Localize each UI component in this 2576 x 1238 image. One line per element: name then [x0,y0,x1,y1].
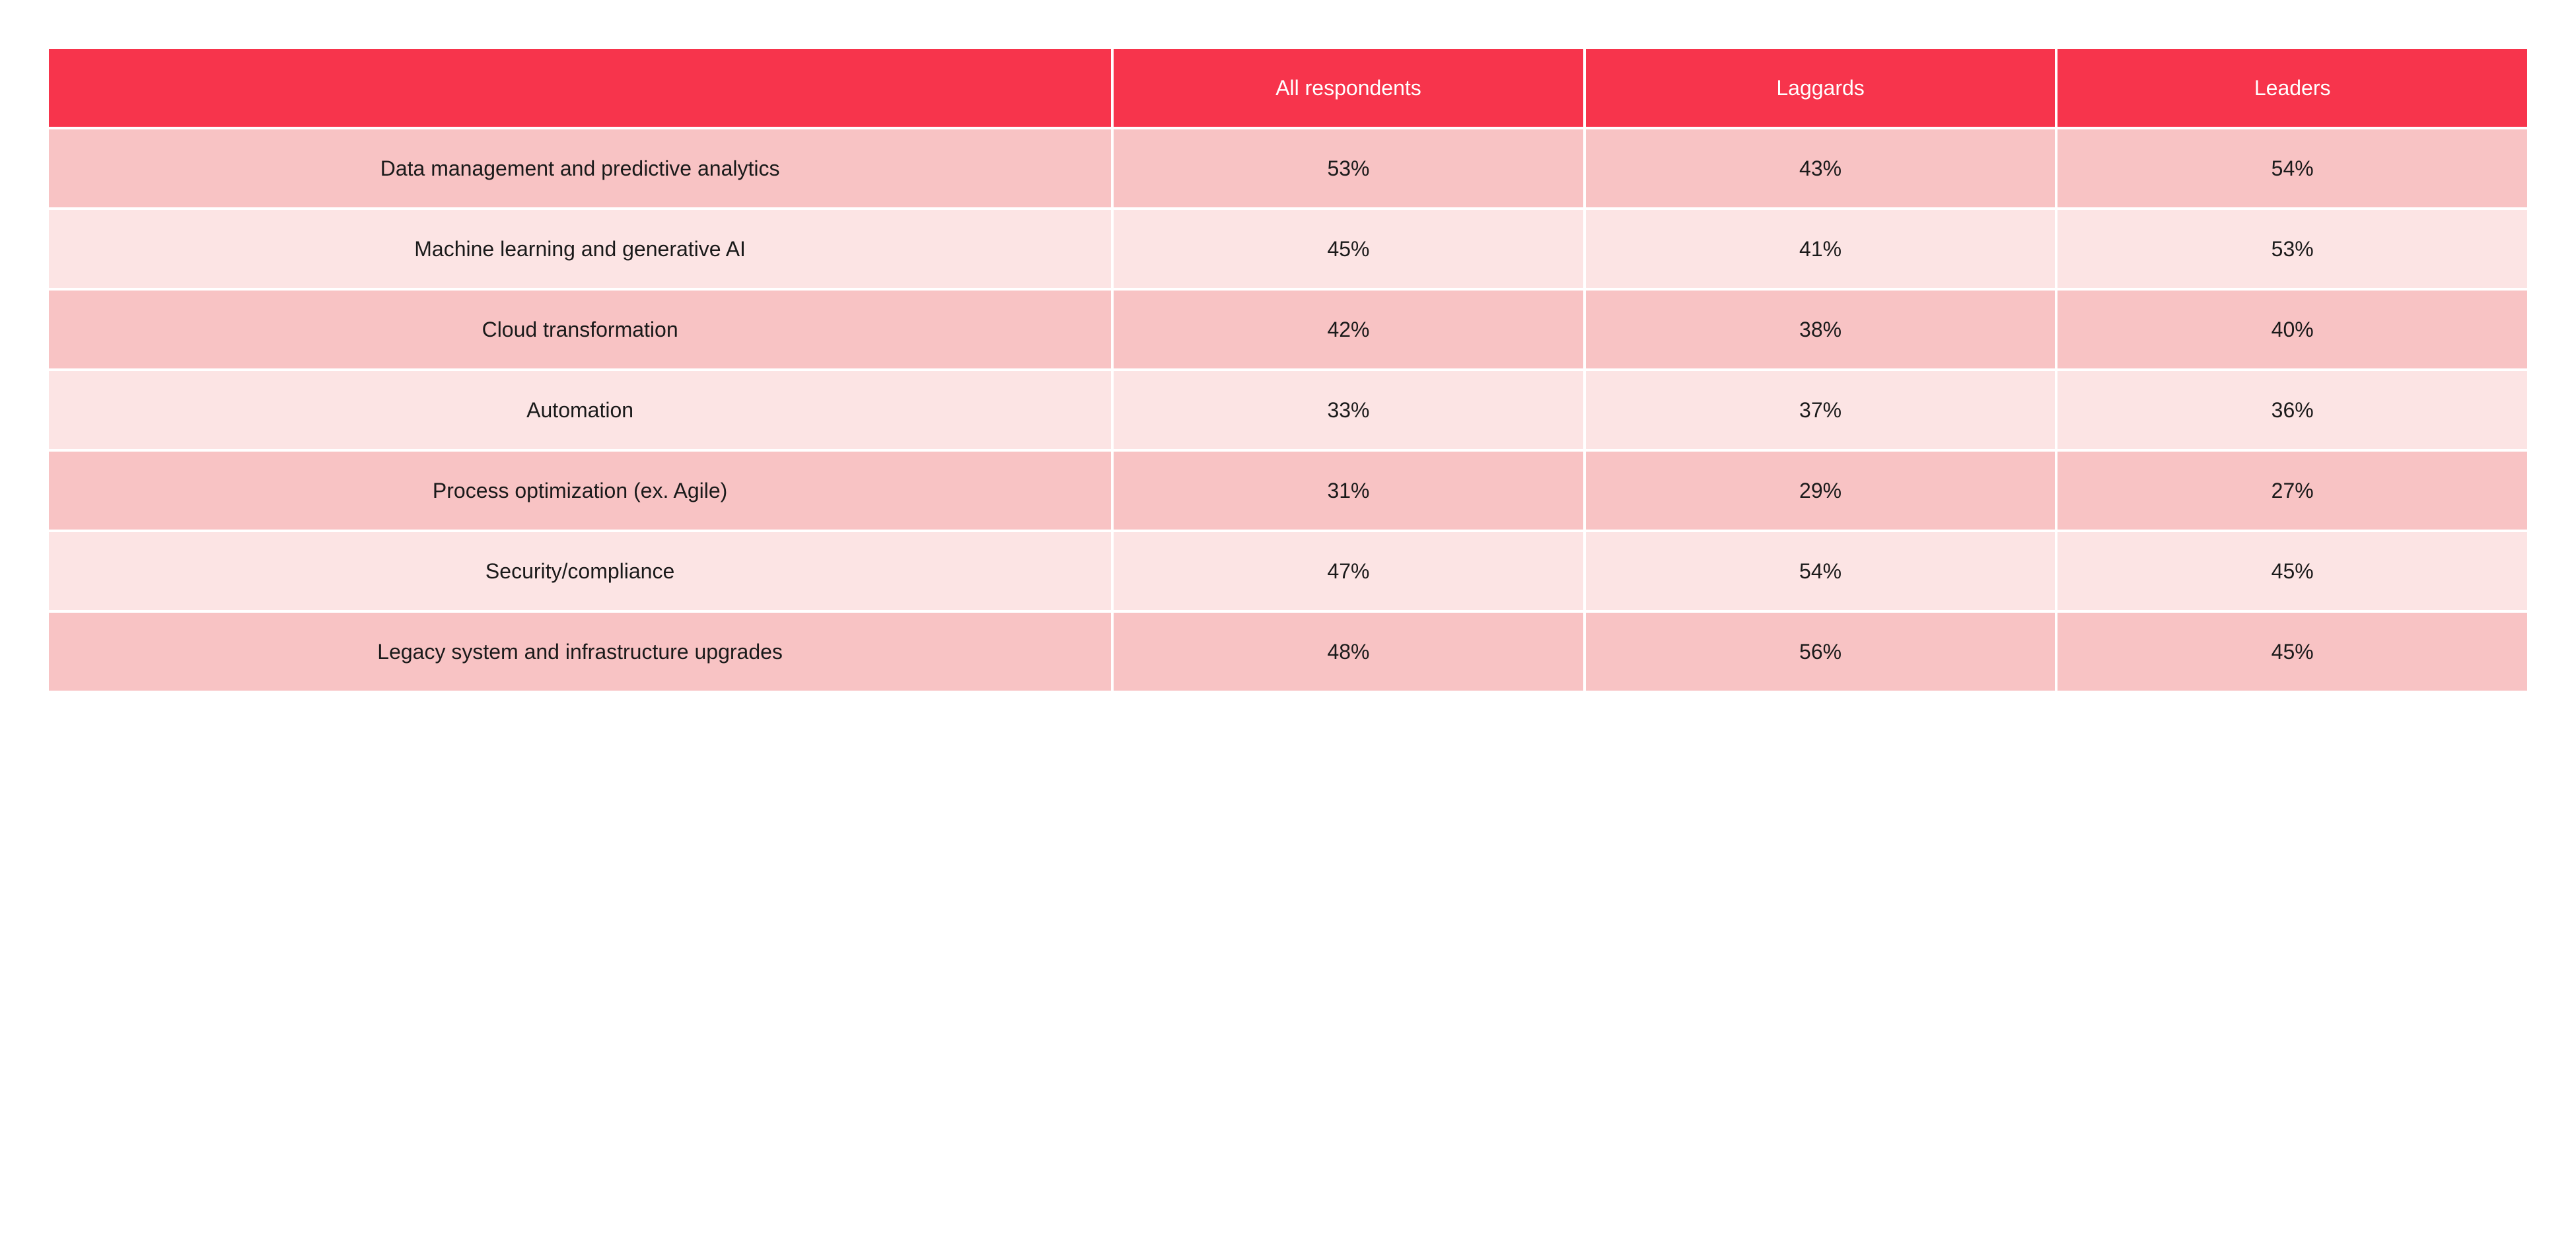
row-cell: 54% [2057,129,2527,207]
row-cell: 36% [2057,371,2527,449]
row-label: Process optimization (ex. Agile) [49,452,1111,530]
row-cell: 27% [2057,452,2527,530]
table-header-laggards: Laggards [1586,49,2056,127]
row-cell: 45% [2057,532,2527,610]
row-label: Legacy system and infrastructure upgrade… [49,613,1111,691]
row-cell: 47% [1114,532,1583,610]
table-row: Process optimization (ex. Agile) 31% 29%… [49,452,2527,530]
table-row: Automation 33% 37% 36% [49,371,2527,449]
table-row: Machine learning and generative AI 45% 4… [49,210,2527,288]
table-row: Legacy system and infrastructure upgrade… [49,613,2527,691]
row-cell: 45% [1114,210,1583,288]
row-label: Automation [49,371,1111,449]
row-cell: 37% [1586,371,2056,449]
table-container: All respondents Laggards Leaders Data ma… [46,46,2530,693]
row-cell: 54% [1586,532,2056,610]
row-cell: 33% [1114,371,1583,449]
row-label: Machine learning and generative AI [49,210,1111,288]
data-table: All respondents Laggards Leaders Data ma… [46,46,2530,693]
row-label: Data management and predictive analytics [49,129,1111,207]
row-cell: 40% [2057,291,2527,368]
table-row: Cloud transformation 42% 38% 40% [49,291,2527,368]
row-cell: 56% [1586,613,2056,691]
row-cell: 43% [1586,129,2056,207]
table-row: Data management and predictive analytics… [49,129,2527,207]
row-cell: 31% [1114,452,1583,530]
row-cell: 53% [1114,129,1583,207]
table-header-allrespondents: All respondents [1114,49,1583,127]
row-cell: 53% [2057,210,2527,288]
row-label: Security/compliance [49,532,1111,610]
table-header-blank [49,49,1111,127]
row-cell: 38% [1586,291,2056,368]
table-row: Security/compliance 47% 54% 45% [49,532,2527,610]
row-cell: 42% [1114,291,1583,368]
row-cell: 45% [2057,613,2527,691]
table-header-row: All respondents Laggards Leaders [49,49,2527,127]
row-label: Cloud transformation [49,291,1111,368]
table-header-leaders: Leaders [2057,49,2527,127]
row-cell: 29% [1586,452,2056,530]
row-cell: 48% [1114,613,1583,691]
row-cell: 41% [1586,210,2056,288]
